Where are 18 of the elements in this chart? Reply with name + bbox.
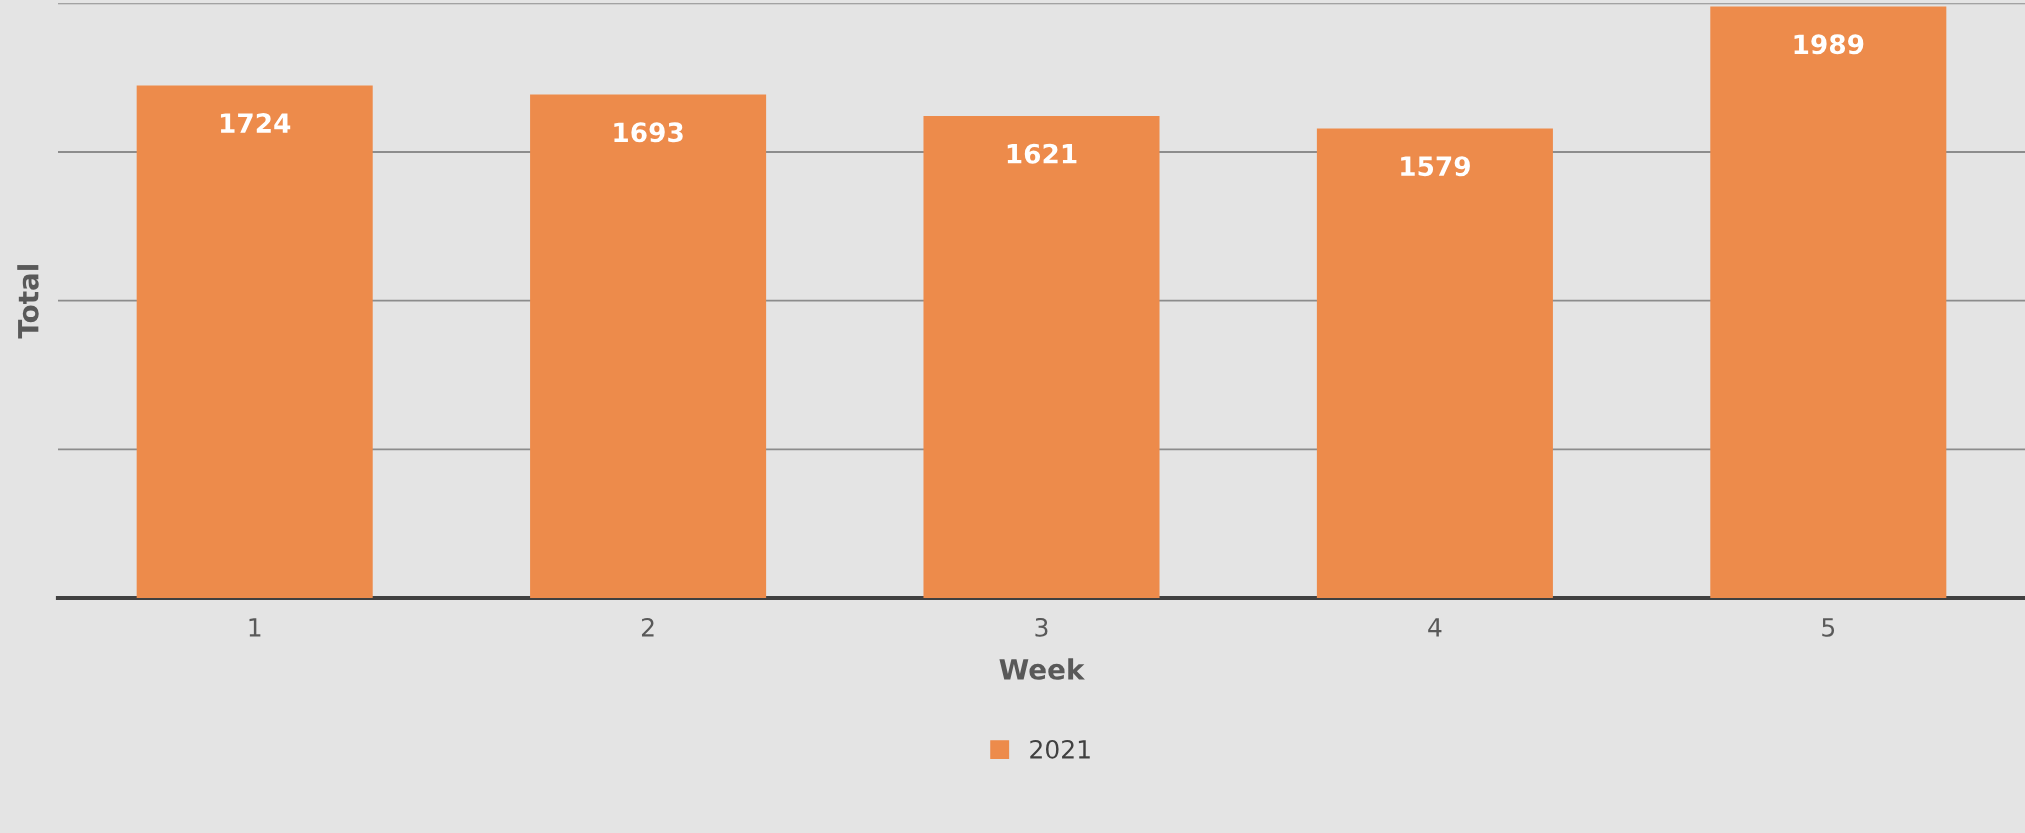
data-label: 1579 xyxy=(1401,156,1470,177)
data-label: 1693 xyxy=(614,122,683,143)
bar xyxy=(1710,6,1947,598)
data-label: 1989 xyxy=(1794,34,1864,55)
x-tick-label: 1 xyxy=(249,618,261,637)
x-tick-label: 5 xyxy=(1822,618,1835,637)
legend-label: 2021 xyxy=(1030,739,1090,759)
bar xyxy=(530,94,767,598)
bar xyxy=(1316,128,1553,598)
data-label: 1621 xyxy=(1007,143,1077,164)
y-axis-title: Total xyxy=(17,265,39,339)
x-tick-label: 3 xyxy=(1035,617,1048,637)
x-tick-label: 4 xyxy=(1428,618,1442,637)
bar xyxy=(923,116,1160,598)
data-label: 1724 xyxy=(220,113,291,133)
x-tick-label: 2 xyxy=(641,617,654,637)
bar xyxy=(136,85,373,598)
x-axis-title: Week xyxy=(999,658,1085,680)
